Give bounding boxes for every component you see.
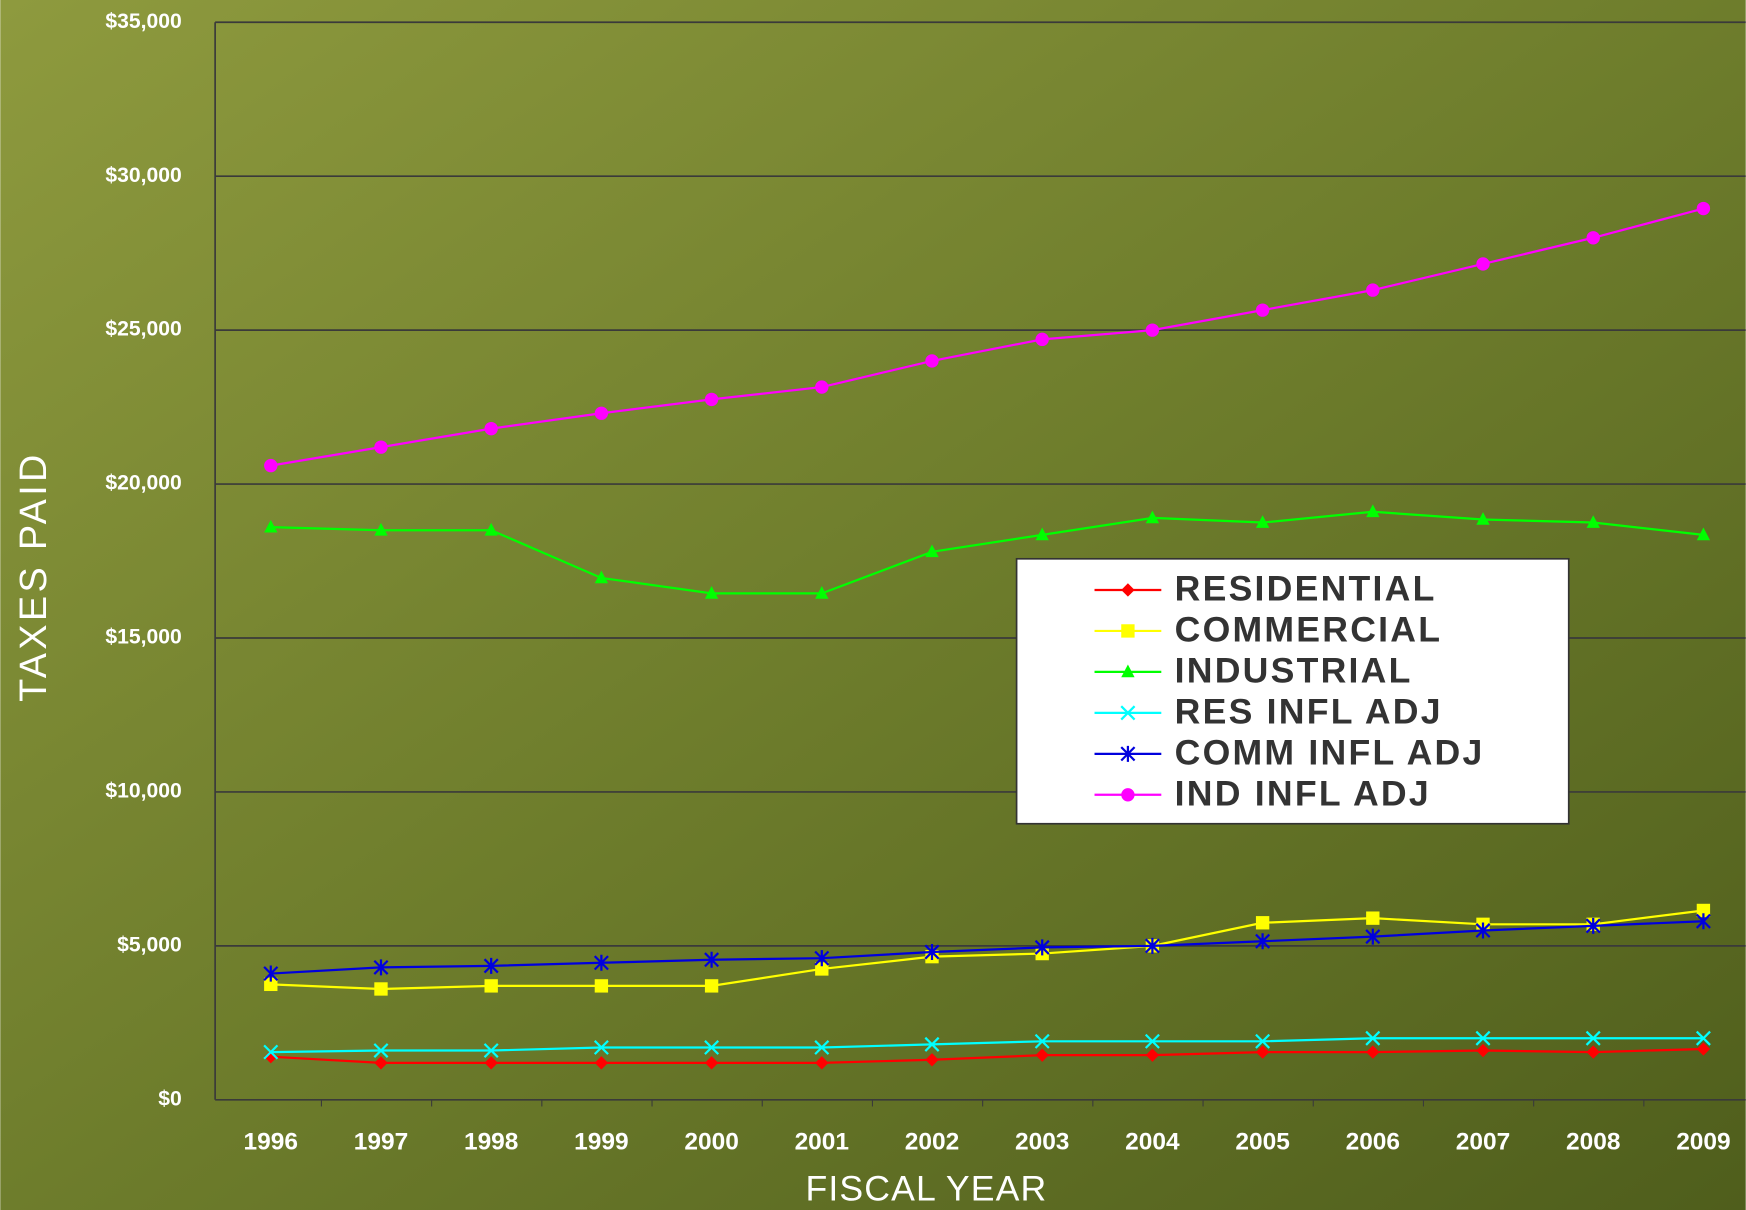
marker xyxy=(1256,916,1269,929)
x-tick-label: 2000 xyxy=(684,1129,738,1156)
marker xyxy=(815,380,828,393)
x-tick-label: 2008 xyxy=(1566,1129,1620,1156)
marker xyxy=(1146,323,1159,336)
x-tick-label: 2004 xyxy=(1125,1129,1180,1156)
marker xyxy=(705,393,718,406)
x-tick-label: 2001 xyxy=(795,1129,849,1156)
legend-label: INDUSTRIAL xyxy=(1175,650,1413,690)
marker xyxy=(1366,283,1379,296)
legend-label: RESIDENTIAL xyxy=(1175,568,1437,608)
page: {"chart_data": {"type": "line", "y_label… xyxy=(0,0,1746,1210)
y-tick-label: $20,000 xyxy=(105,472,181,495)
y-tick-label: $10,000 xyxy=(105,780,181,803)
legend-label: COMM INFL ADJ xyxy=(1175,732,1485,772)
chart: $0 $5,000 $10,000 $15,000 $20,000 $25,000 $30,… xyxy=(0,0,1746,1210)
x-tick-label: 2009 xyxy=(1676,1129,1730,1156)
legend-label: IND INFL ADJ xyxy=(1175,773,1431,813)
x-tick-label: 1998 xyxy=(464,1129,518,1156)
x-axis-title: FISCAL YEAR xyxy=(806,1168,1048,1208)
x-tick-label: 2005 xyxy=(1235,1129,1289,1156)
y-tick-label: $0 xyxy=(158,1087,182,1110)
x-tick-label: 1997 xyxy=(354,1129,408,1156)
y-tick-label: $5,000 xyxy=(117,933,182,956)
marker xyxy=(705,979,718,992)
marker xyxy=(925,354,938,367)
y-axis-title: TAXES PAID xyxy=(13,451,55,702)
x-tick-label: 2007 xyxy=(1456,1129,1510,1156)
x-tick-label: 1996 xyxy=(244,1129,298,1156)
marker xyxy=(1121,624,1134,637)
marker xyxy=(485,979,498,992)
x-tick-label: 2003 xyxy=(1015,1129,1069,1156)
marker xyxy=(374,440,387,453)
x-tick-label: 1999 xyxy=(574,1129,628,1156)
legend-label: COMMERCIAL xyxy=(1175,609,1443,649)
marker xyxy=(485,422,498,435)
marker xyxy=(1587,231,1600,244)
y-tick-label: $30,000 xyxy=(105,164,181,187)
marker xyxy=(264,459,277,472)
legend-label: RES INFL ADJ xyxy=(1175,691,1443,731)
marker xyxy=(1476,257,1489,270)
marker xyxy=(595,979,608,992)
marker xyxy=(1697,202,1710,215)
marker xyxy=(374,982,387,995)
y-tick-label: $25,000 xyxy=(105,318,181,341)
marker xyxy=(1036,333,1049,346)
x-tick-label: 2002 xyxy=(905,1129,959,1156)
x-tick-label: 2006 xyxy=(1346,1129,1400,1156)
marker xyxy=(595,407,608,420)
y-tick-label: $35,000 xyxy=(105,10,181,33)
marker xyxy=(1256,303,1269,316)
y-tick-label: $15,000 xyxy=(105,626,181,649)
marker xyxy=(1121,788,1134,801)
marker xyxy=(1366,911,1379,924)
